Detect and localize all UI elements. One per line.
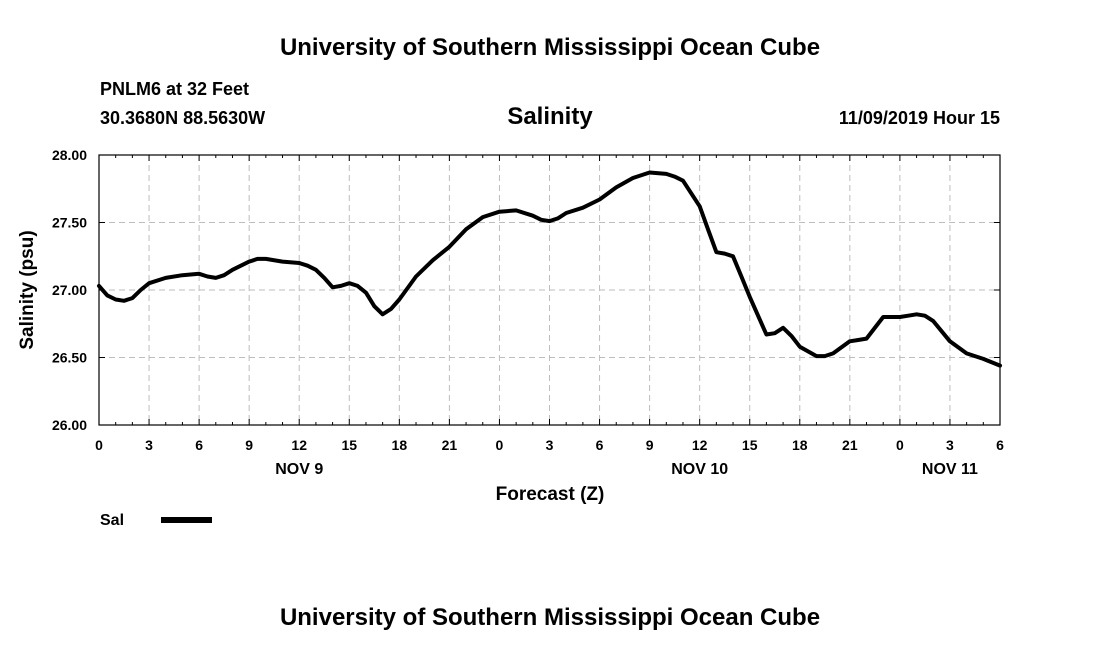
- y-tick-label: 26.50: [52, 350, 87, 366]
- x-tick-label: 18: [392, 437, 408, 453]
- x-tick-label: 9: [646, 437, 654, 453]
- x-tick-label: 6: [596, 437, 604, 453]
- x-tick-label: 0: [95, 437, 103, 453]
- y-tick-label: 27.50: [52, 215, 87, 231]
- legend-label: Sal: [100, 512, 124, 529]
- y-tick-label: 26.00: [52, 417, 87, 433]
- y-tick-labels: 26.00 26.50 27.00 27.50 28.00: [52, 147, 87, 433]
- day-label: NOV 9: [275, 461, 323, 478]
- grid-lines: [99, 155, 1000, 425]
- x-tick-label: 15: [341, 437, 357, 453]
- day-label: NOV 11: [922, 461, 978, 478]
- x-tick-label: 12: [692, 437, 708, 453]
- x-tick-label: 6: [996, 437, 1004, 453]
- x-tick-label: 12: [291, 437, 307, 453]
- x-axis-label: Forecast (Z): [496, 484, 605, 505]
- x-tick-label: 3: [546, 437, 554, 453]
- y-axis-label: Salinity (psu): [17, 230, 38, 349]
- x-tick-label: 21: [442, 437, 458, 453]
- x-tick-label: 9: [245, 437, 253, 453]
- x-tick-label: 21: [842, 437, 858, 453]
- x-tick-label: 6: [195, 437, 203, 453]
- coordinates-label: 30.3680N 88.5630W: [100, 108, 265, 128]
- day-label: NOV 10: [671, 461, 728, 478]
- y-tick-label: 28.00: [52, 147, 87, 163]
- x-tick-labels: 0 3 6 9 12 15 18 21 0 3 6 9 12 15 18 21 0 3 6: [95, 437, 1004, 453]
- chart-header-title: University of Southern Mississippi Ocean…: [280, 34, 820, 61]
- y-tick-label: 27.00: [52, 282, 87, 298]
- chart-footer-title: University of Southern Mississippi Ocean…: [280, 604, 820, 631]
- chart-title: Salinity: [507, 103, 593, 130]
- day-labels: NOV 9 NOV 10 NOV 11: [275, 461, 978, 478]
- salinity-series-line: [97, 170, 1002, 368]
- x-tick-label: 0: [896, 437, 904, 453]
- plot-frame: [98, 154, 1001, 426]
- datetime-label: 11/09/2019 Hour 15: [839, 108, 1000, 128]
- x-tick-label: 15: [742, 437, 758, 453]
- x-tick-label: 0: [496, 437, 504, 453]
- x-tick-label: 18: [792, 437, 808, 453]
- station-label: PNLM6 at 32 Feet: [100, 79, 249, 99]
- x-tick-label: 3: [946, 437, 954, 453]
- x-tick-label: 3: [145, 437, 153, 453]
